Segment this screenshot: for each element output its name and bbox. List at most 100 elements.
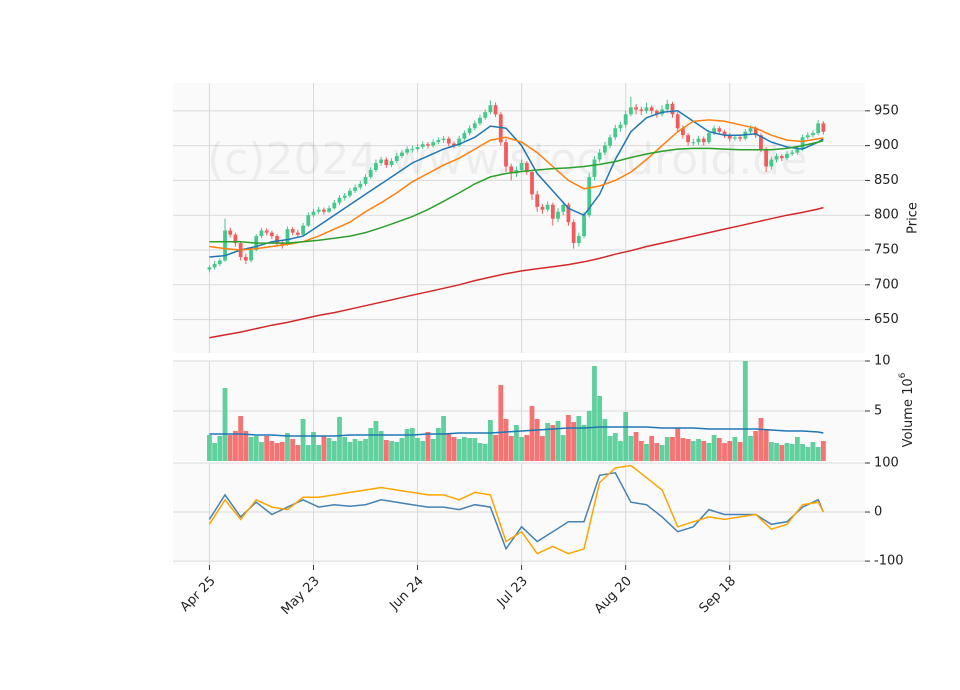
volume-bar — [581, 425, 587, 461]
volume-bar — [545, 423, 551, 461]
candle-body — [738, 137, 743, 139]
volume-bar — [722, 443, 727, 461]
volume-bar — [711, 435, 717, 461]
candle-body — [410, 149, 415, 151]
candle-body — [316, 209, 321, 212]
y-tick-label: 0 — [874, 505, 882, 520]
volume-bar — [461, 437, 467, 461]
volume-bar — [290, 439, 296, 461]
volume-bar — [784, 443, 790, 461]
volume-bar — [394, 442, 400, 461]
y-tick-label: 800 — [874, 208, 899, 223]
volume-bar — [763, 429, 769, 461]
y-tick-label: 750 — [874, 243, 899, 258]
volume-bar — [680, 438, 686, 461]
y-axis-label: Price — [906, 202, 921, 234]
candle-body — [472, 123, 477, 129]
volume-bar — [727, 441, 733, 461]
candle-body — [680, 128, 685, 136]
candle-body — [275, 236, 279, 244]
candle-body — [441, 138, 446, 141]
candle-body — [696, 138, 701, 143]
volume-bar — [482, 444, 488, 461]
candle-body — [342, 195, 347, 198]
candle-body — [212, 263, 217, 268]
volume-bar — [311, 432, 316, 461]
candle-body — [811, 133, 815, 136]
volume-bar — [748, 436, 753, 461]
volume-bar — [279, 442, 285, 461]
candle-body — [618, 124, 623, 129]
candle-body — [420, 144, 425, 148]
x-tick-label: Jul 23 — [494, 574, 531, 611]
volume-bar — [368, 428, 374, 461]
volume-bar — [586, 411, 592, 461]
candle-body — [644, 107, 649, 111]
volume-bar — [706, 443, 712, 461]
volume-bar — [612, 433, 618, 461]
candle-body — [800, 137, 805, 150]
candle-body — [608, 137, 612, 146]
y-tick-label: -100 — [874, 554, 904, 569]
candle-body — [415, 147, 420, 150]
candle-body — [249, 250, 253, 261]
volume-bar — [347, 442, 353, 461]
volume-bar — [264, 436, 270, 461]
candle-body — [233, 234, 238, 244]
candle-body — [759, 135, 763, 150]
volume-bar — [576, 416, 582, 461]
volume-bar — [670, 437, 675, 461]
candle-body — [602, 145, 607, 153]
volume-bar — [409, 428, 415, 461]
candle-body — [805, 135, 810, 138]
candle-body — [623, 114, 628, 125]
volume-bar — [597, 396, 603, 461]
candle-body — [394, 156, 399, 161]
candle-body — [509, 166, 514, 174]
volume-bar — [383, 440, 389, 461]
candle-body — [639, 109, 644, 111]
volume-bar — [758, 418, 764, 461]
volume-bar — [285, 433, 290, 461]
candle-body — [566, 204, 571, 223]
volume-bar — [742, 361, 748, 461]
candle-body — [426, 144, 430, 146]
candle-body — [779, 156, 784, 159]
volume-bar — [800, 444, 805, 461]
volume-bar — [768, 442, 774, 461]
candle-body — [264, 230, 269, 233]
candle-body — [748, 128, 753, 132]
candle-body — [654, 110, 659, 115]
volume-bar — [399, 438, 405, 461]
candle-body — [774, 156, 779, 160]
volume-bar — [269, 441, 275, 461]
candle-body — [587, 176, 592, 216]
volume-bar — [389, 441, 394, 461]
volume-bar — [815, 447, 821, 461]
volume-bar — [233, 431, 238, 461]
y-tick-label: 650 — [874, 312, 899, 327]
volume-bar — [498, 385, 504, 461]
candle-body — [613, 128, 618, 138]
y-tick-label: 700 — [874, 277, 899, 292]
y-tick-label: 850 — [874, 173, 899, 188]
candle-body — [478, 117, 482, 124]
y-tick-label: 5 — [874, 404, 882, 419]
candle-body — [571, 222, 576, 244]
volume-bar — [592, 366, 597, 461]
candle-body — [712, 128, 717, 134]
candle-body — [592, 159, 597, 177]
candle-body — [358, 183, 363, 188]
volume-bar — [451, 437, 457, 461]
volume-bar — [779, 445, 785, 461]
candle-body — [295, 232, 300, 235]
candle-body — [550, 204, 555, 219]
volume-bar — [243, 431, 249, 461]
volume-bar — [618, 441, 623, 461]
candle-body — [405, 149, 410, 153]
candle-body — [670, 103, 675, 115]
candle-body — [665, 103, 670, 110]
candle-body — [524, 163, 529, 173]
volume-bar — [664, 437, 670, 461]
candle-body — [707, 133, 711, 143]
